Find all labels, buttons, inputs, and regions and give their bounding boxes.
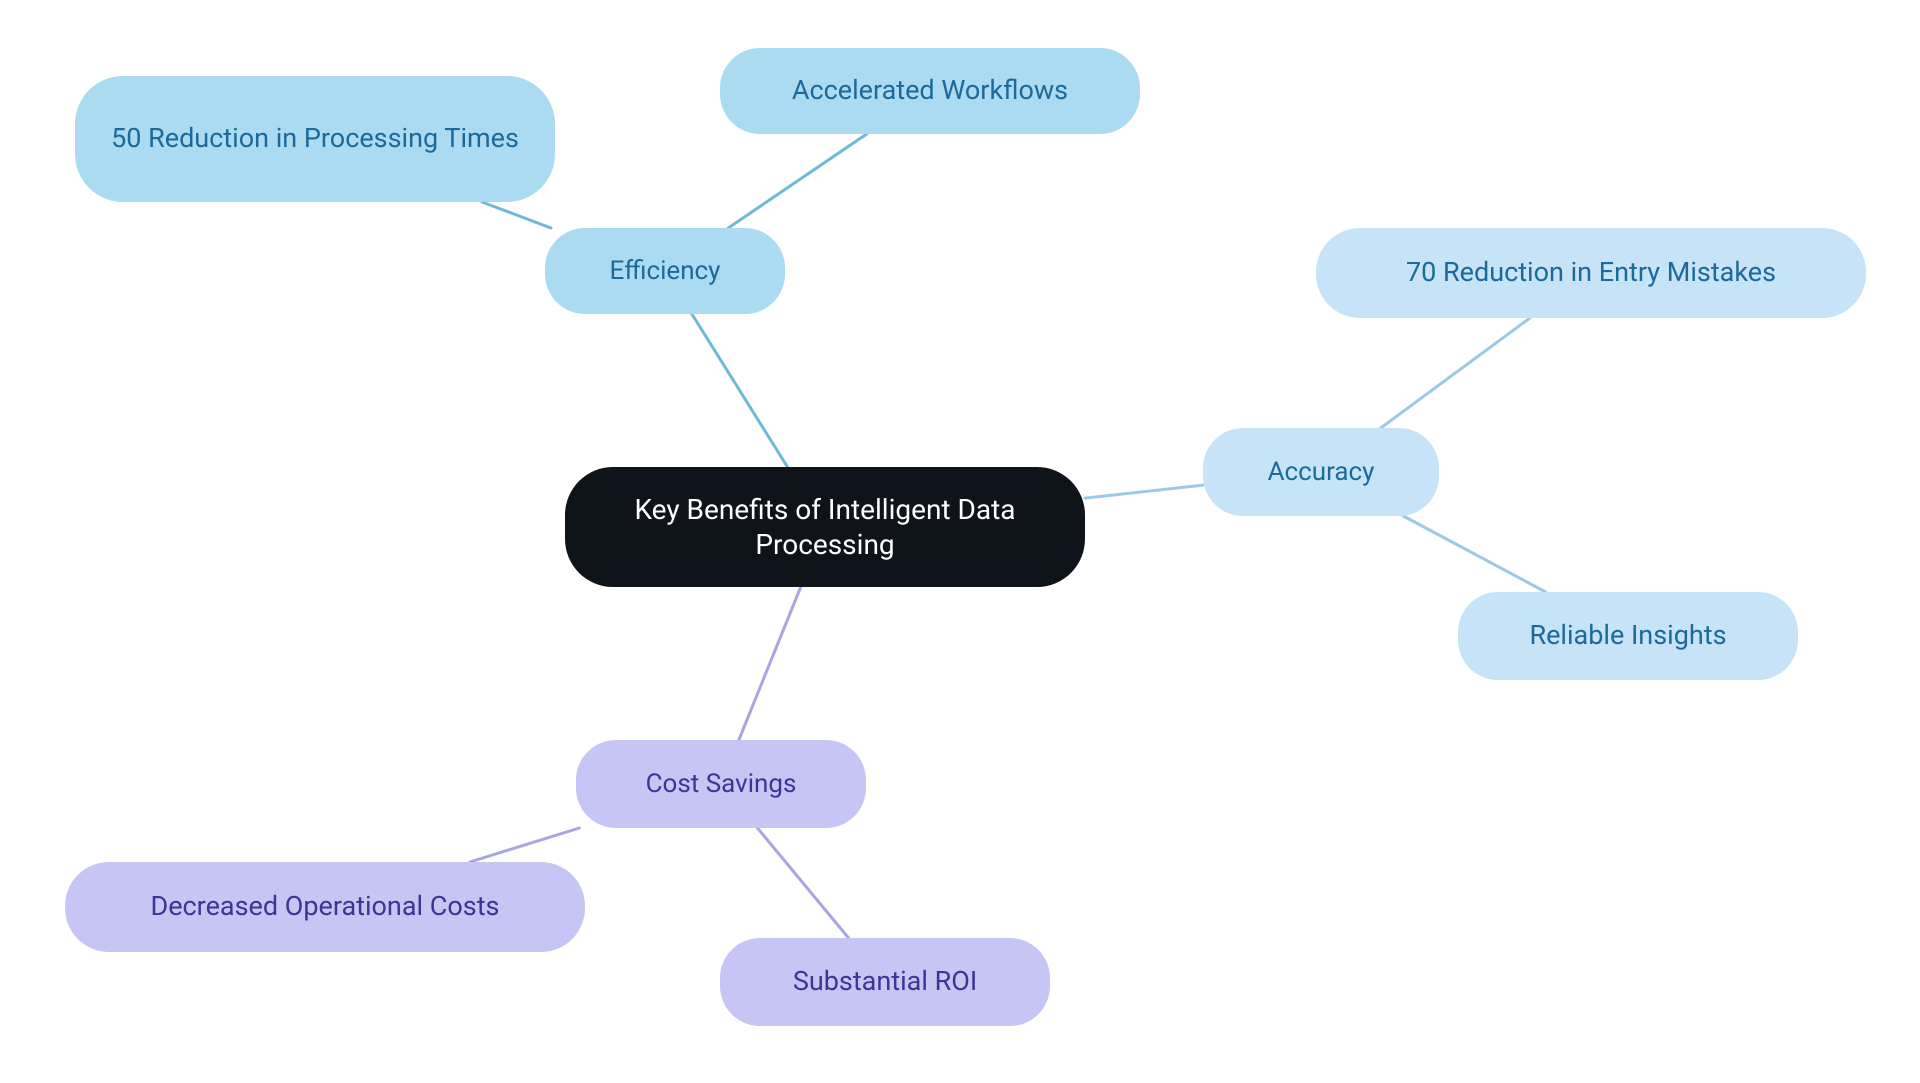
- leaf-accuracy-reduction-label: 70 Reduction in Entry Mistakes: [1406, 256, 1776, 290]
- branch-efficiency-label: Efficiency: [610, 255, 721, 288]
- mindmap-canvas: Key Benefits of Intelligent Data Process…: [0, 0, 1920, 1083]
- branch-cost: Cost Savings: [576, 740, 866, 828]
- leaf-efficiency-workflows: Accelerated Workflows: [720, 48, 1140, 134]
- root-label: Key Benefits of Intelligent Data Process…: [593, 492, 1057, 562]
- leaf-cost-roi: Substantial ROI: [720, 938, 1050, 1026]
- leaf-efficiency-reduction: 50 Reduction in Processing Times: [75, 76, 555, 202]
- leaf-accuracy-insights: Reliable Insights: [1458, 592, 1798, 680]
- leaf-accuracy-insights-label: Reliable Insights: [1529, 619, 1726, 653]
- leaf-cost-roi-label: Substantial ROI: [793, 965, 977, 999]
- leaf-efficiency-reduction-label: 50 Reduction in Processing Times: [111, 122, 519, 156]
- branch-accuracy-label: Accuracy: [1268, 456, 1375, 489]
- leaf-accuracy-reduction: 70 Reduction in Entry Mistakes: [1316, 228, 1866, 318]
- leaf-cost-operational-label: Decreased Operational Costs: [151, 890, 500, 924]
- leaf-cost-operational: Decreased Operational Costs: [65, 862, 585, 952]
- branch-accuracy: Accuracy: [1203, 428, 1439, 516]
- root-node: Key Benefits of Intelligent Data Process…: [565, 467, 1085, 587]
- branch-efficiency: Efficiency: [545, 228, 785, 314]
- leaf-efficiency-workflows-label: Accelerated Workflows: [792, 74, 1068, 108]
- branch-cost-label: Cost Savings: [646, 768, 797, 801]
